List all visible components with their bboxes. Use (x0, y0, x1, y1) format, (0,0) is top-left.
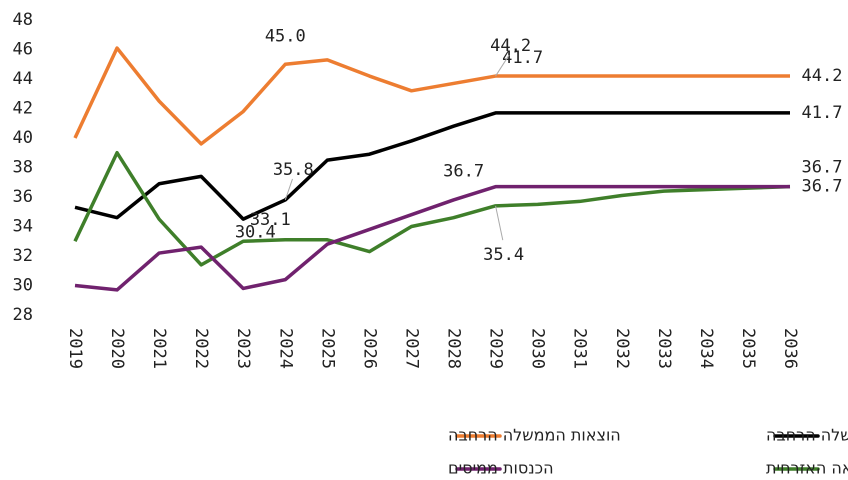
data-label: 36.7 (802, 158, 843, 178)
series-line (74, 111, 790, 221)
y-tick-label: 48 (13, 10, 33, 30)
x-tick-label: 2027 (401, 328, 421, 369)
x-tick-label: 2032 (612, 328, 632, 369)
legend-label: ההוצאה האזרחית (766, 459, 848, 478)
x-tick-label: 2029 (486, 328, 506, 369)
y-tick-label: 34 (13, 217, 33, 237)
series-line (73, 46, 790, 146)
leader-line (495, 54, 510, 77)
data-label: 35.4 (483, 245, 524, 265)
y-tick-label: 30 (13, 276, 33, 296)
y-tick-label: 44 (13, 69, 33, 89)
x-tick-label: 2036 (780, 328, 800, 369)
x-tick-label: 2023 (233, 328, 253, 369)
x-tick-label: 2021 (149, 328, 169, 369)
x-tick-label: 2022 (191, 328, 211, 369)
x-tick-label: 2024 (275, 328, 295, 369)
data-label: 33.1 (250, 210, 291, 230)
x-tick-label: 2030 (528, 328, 548, 369)
x-tick-label: 2034 (696, 328, 716, 369)
x-tick-label: 2035 (738, 328, 758, 369)
legend-label: הכנסות ממיסים (448, 459, 554, 478)
x-tick-label: 2031 (570, 328, 590, 369)
data-label: 36.7 (802, 177, 843, 197)
series-line (73, 151, 791, 267)
leader-line (495, 205, 504, 241)
data-label: 44.2 (490, 36, 531, 56)
y-tick-label: 28 (13, 305, 33, 325)
data-label: 45.0 (265, 26, 306, 46)
y-tick-label: 38 (13, 158, 33, 178)
data-label: 36.7 (443, 162, 484, 182)
y-tick-label: 42 (13, 99, 33, 119)
x-tick-label: 2033 (654, 328, 674, 369)
legend-label: הכנסות הממשלה הרחבה (766, 426, 848, 445)
series-line (74, 184, 790, 292)
legend-label: הוצאות הממשלה הרחבה (448, 426, 621, 445)
y-tick-label: 40 (13, 128, 33, 148)
y-tick-label: 36 (13, 187, 33, 207)
y-tick-label: 46 (13, 40, 33, 60)
leader-line (284, 178, 293, 201)
x-tick-label: 2026 (359, 328, 379, 369)
data-label: 30.4 (235, 223, 276, 243)
data-label: 35.8 (273, 160, 314, 180)
data-label: 41.7 (802, 103, 843, 123)
x-tick-label: 2025 (317, 328, 337, 369)
x-tick-label: 2019 (65, 328, 85, 369)
y-tick-label: 32 (13, 246, 33, 266)
data-label: 44.2 (802, 66, 843, 86)
x-tick-label: 2028 (444, 328, 464, 369)
data-label: 41.7 (502, 48, 543, 68)
x-tick-label: 2020 (107, 328, 127, 369)
